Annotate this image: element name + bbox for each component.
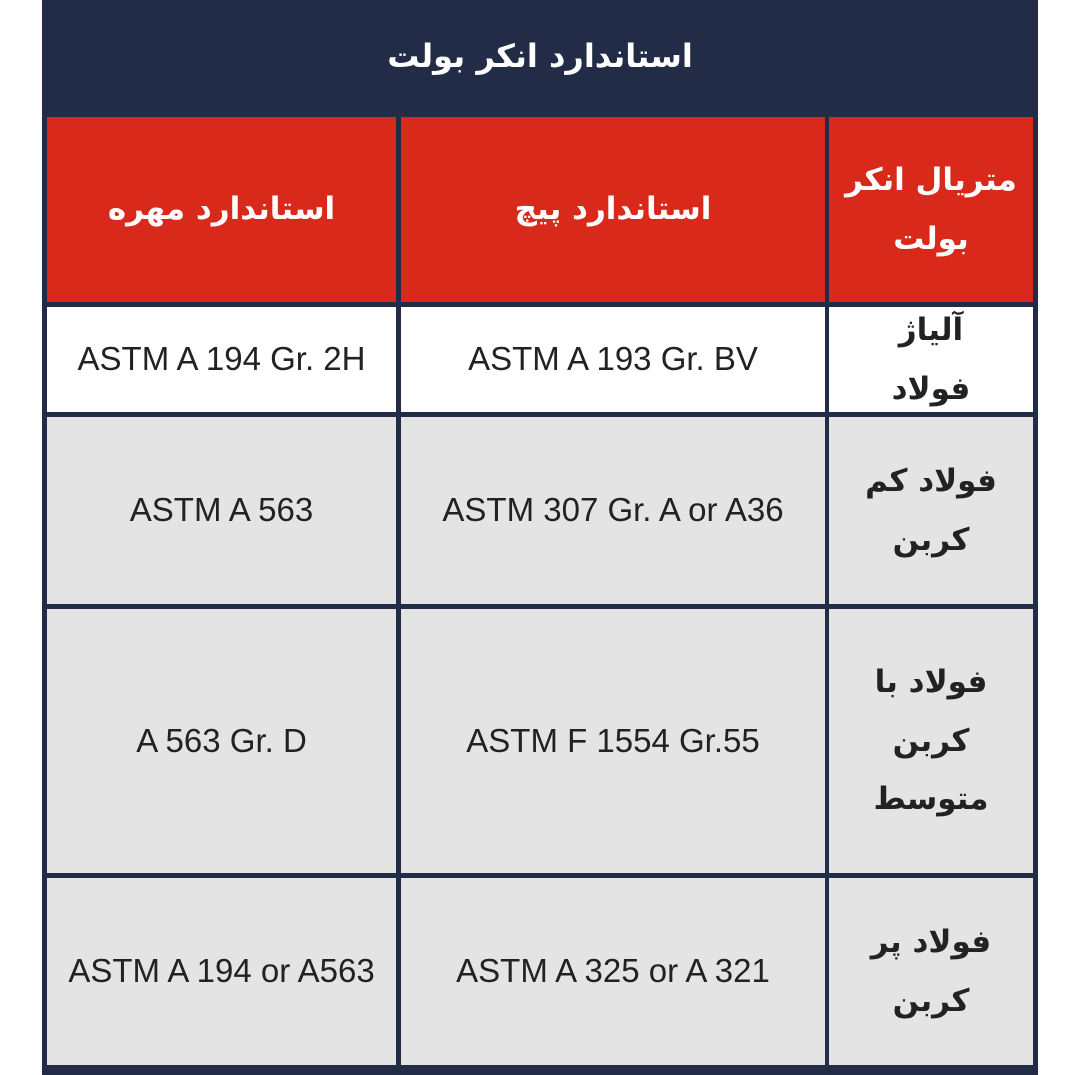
table-cell: A 563 Gr. D [47,609,396,873]
table-cell: ASTM 307 Gr. A or A36 [401,417,825,604]
table-cell: ASTM A 325 or A 321 [401,878,825,1065]
table-cell: فولاد کم کربن [829,417,1033,604]
table-cell: فولاد با کربن متوسط [829,609,1033,873]
table-cell: ASTM A 563 [47,417,396,604]
table-cell: فولاد پر کربن [829,878,1033,1065]
table-cell: ASTM A 194 or A563 [47,878,396,1065]
table-cell: آلیاژ فولاد [829,307,1033,412]
table-cell: ASTM F 1554 Gr.55 [401,609,825,873]
column-header: استاندارد پیچ [401,117,825,302]
column-header: متریال انکر بولت [829,117,1033,302]
table-title: استاندارد انکر بولت [387,37,693,75]
table-cell: ASTM A 194 Gr. 2H [47,307,396,412]
column-header: استاندارد مهره [47,117,396,302]
table-cell: ASTM A 193 Gr. BV [401,307,825,412]
